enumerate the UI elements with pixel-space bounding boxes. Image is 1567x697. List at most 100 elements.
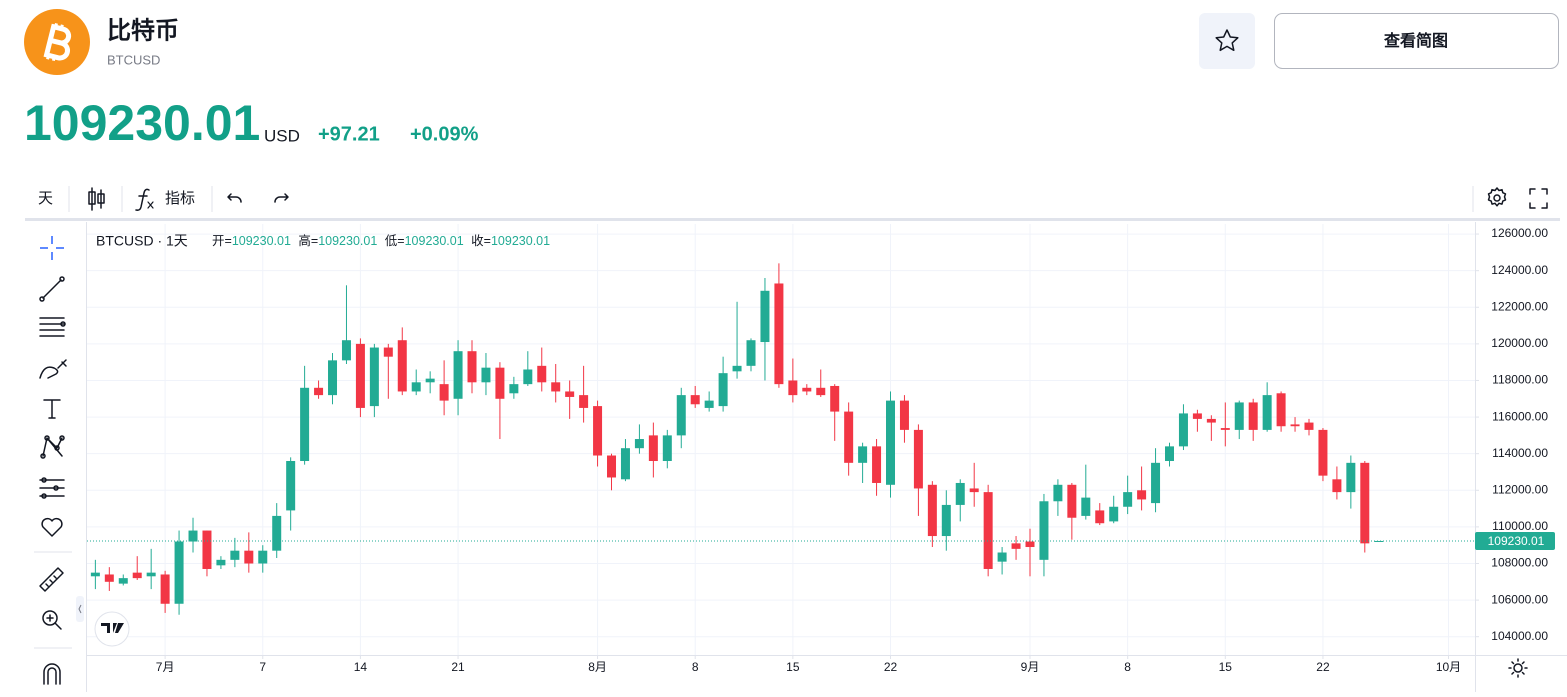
candle-body xyxy=(746,340,756,366)
ruler-tool[interactable] xyxy=(39,567,64,592)
interval-button[interactable]: 天 xyxy=(38,190,53,207)
x-tick-label: 8 xyxy=(1124,660,1131,674)
x-tick-label: 21 xyxy=(451,660,465,674)
collapse-toolbar[interactable] xyxy=(76,596,84,622)
x-tick-label: 15 xyxy=(1219,660,1233,674)
crosshair-tool[interactable] xyxy=(40,236,64,260)
chart-type-button[interactable] xyxy=(88,187,105,211)
candle-body xyxy=(188,530,198,542)
candle-body xyxy=(1067,484,1077,518)
high-value: 109230.01 xyxy=(318,234,377,248)
candle-body xyxy=(1332,479,1342,493)
indicators-icon[interactable] xyxy=(135,188,154,211)
candle-body xyxy=(802,387,812,392)
magnet-tool[interactable] xyxy=(43,663,61,685)
candle-body xyxy=(1346,462,1356,493)
candle-body xyxy=(983,492,993,569)
open-label: 开= xyxy=(212,234,232,248)
drawing-toolbar xyxy=(34,236,84,685)
candle-body xyxy=(551,382,561,392)
fullscreen-button[interactable] xyxy=(1529,188,1548,209)
y-tick-label: 110000.00 xyxy=(1492,519,1548,533)
x-tick-label: 15 xyxy=(786,660,800,674)
candle-body xyxy=(844,411,854,463)
y-tick-label: 106000.00 xyxy=(1491,592,1548,606)
coin-logo xyxy=(24,9,90,75)
candle-body xyxy=(1095,510,1105,524)
candle-body xyxy=(676,395,686,436)
y-tick-label: 118000.00 xyxy=(1492,373,1548,387)
candle-body xyxy=(1137,490,1147,500)
candle-body xyxy=(593,406,603,456)
undo-button[interactable] xyxy=(227,193,242,203)
candle-body xyxy=(90,572,100,577)
currency: USD xyxy=(264,126,300,145)
candle-body xyxy=(425,378,435,383)
candle-body xyxy=(1178,413,1188,447)
pattern-tool[interactable] xyxy=(40,435,65,459)
last-price-tag xyxy=(1475,531,1555,550)
brush-tool[interactable] xyxy=(39,359,67,379)
trendline-tool[interactable] xyxy=(39,276,65,302)
time-axis-settings[interactable] xyxy=(1508,658,1528,678)
candle-body xyxy=(607,455,617,478)
candle-body xyxy=(565,391,575,397)
low-value: 109230.01 xyxy=(405,234,464,248)
y-tick-label: 124000.00 xyxy=(1491,263,1548,277)
x-tick-label: 22 xyxy=(1316,660,1330,674)
candle-body xyxy=(104,574,114,582)
x-tick-label: 7月 xyxy=(156,660,175,674)
candle-body xyxy=(300,387,310,462)
candle-body xyxy=(1248,402,1258,430)
x-tick-label: 10月 xyxy=(1436,660,1461,674)
candle-body xyxy=(1318,429,1328,476)
candle-body xyxy=(579,395,589,408)
candle-body xyxy=(118,578,128,584)
settings-button[interactable] xyxy=(1487,187,1507,207)
indicators-button[interactable]: 指标 xyxy=(165,190,195,207)
y-tick-label: 122000.00 xyxy=(1491,299,1548,313)
candle-body xyxy=(174,541,184,604)
axes: 104000.00 106000.00 108000.00 110000.00 1120… xyxy=(156,226,1555,674)
candle-body xyxy=(1304,422,1314,430)
price-change: +97.21 xyxy=(318,123,380,145)
candle-body xyxy=(1109,506,1119,522)
zoom-tool[interactable] xyxy=(42,610,62,630)
prediction-tool[interactable] xyxy=(39,477,65,499)
fib-tool[interactable] xyxy=(39,317,66,337)
x-tick-label: 9月 xyxy=(1021,660,1040,674)
candle-body xyxy=(997,552,1007,562)
tradingview-logo xyxy=(94,611,130,647)
candle-body xyxy=(634,439,644,449)
text-tool[interactable] xyxy=(43,399,61,419)
candle-body xyxy=(369,347,379,407)
overview-button[interactable]: 查看简图 xyxy=(1274,13,1559,69)
candle-body xyxy=(760,290,770,343)
candle-body xyxy=(509,384,519,394)
candle-body xyxy=(341,340,351,361)
candle-body xyxy=(872,446,882,483)
candle-body xyxy=(132,572,142,579)
close-label: 收= xyxy=(471,234,491,248)
last-price-label: 109230.01 xyxy=(1488,534,1545,548)
x-tick-label: 8月 xyxy=(588,660,607,674)
candle-body xyxy=(1081,497,1091,516)
y-tick-label: 114000.00 xyxy=(1492,446,1548,460)
candle-body xyxy=(620,448,630,480)
favorites-tool[interactable] xyxy=(41,517,63,537)
candle-body xyxy=(969,488,979,493)
redo-button[interactable] xyxy=(274,193,289,203)
candle-body xyxy=(160,574,170,604)
x-tick-label: 22 xyxy=(884,660,898,674)
favorite-button[interactable] xyxy=(1199,13,1255,69)
price: 109230.01 xyxy=(24,95,260,151)
candle-body xyxy=(732,365,742,372)
x-tick-label: 8 xyxy=(692,660,699,674)
price-change-pct: +0.09% xyxy=(410,123,479,145)
x-tick-label: 7 xyxy=(259,660,266,674)
ohlc-legend: 开=109230.01 高=109230.01 低=109230.01 收=10… xyxy=(212,233,550,248)
candle-body xyxy=(858,446,868,463)
candle-body xyxy=(1206,418,1216,423)
candle-body xyxy=(411,382,421,392)
